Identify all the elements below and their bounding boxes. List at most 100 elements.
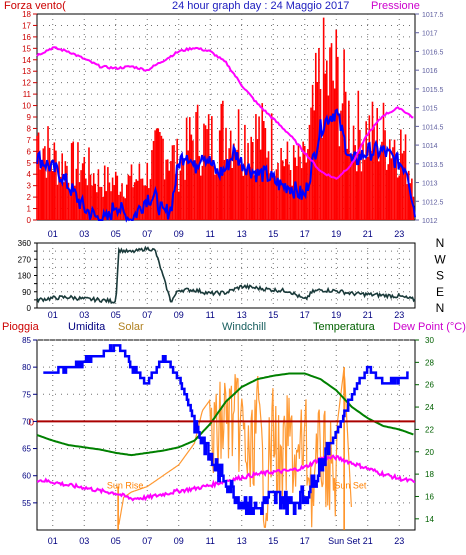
temperature-tick-label: 28 bbox=[425, 358, 434, 367]
direction-tick-label: 180 bbox=[18, 272, 32, 281]
pressure-axis-tick-label: 1013.5 bbox=[422, 162, 444, 169]
pressure-axis-tick-label: 1015 bbox=[422, 106, 438, 113]
hour-tick-label: 09 bbox=[174, 229, 184, 239]
direction-tick-label: 360 bbox=[18, 239, 32, 248]
wind-direction-grid bbox=[37, 243, 415, 308]
sunset-label: Sun Set bbox=[334, 481, 367, 491]
humidity-tick-label: 75 bbox=[22, 390, 31, 399]
wind-axis-tick-label: 0 bbox=[27, 216, 32, 225]
rain-zero-label: 0 bbox=[28, 417, 34, 428]
wind-axis-tick-label: 3 bbox=[27, 182, 32, 191]
pressure-axis-tick-label: 1014.5 bbox=[422, 124, 444, 131]
temperature-tick-label: 18 bbox=[425, 470, 434, 479]
hour-tick-label: 07 bbox=[142, 310, 152, 320]
hour-tick-label: 11 bbox=[206, 229, 215, 239]
hour-tick-label: 13 bbox=[237, 310, 247, 320]
compass-label: E bbox=[436, 285, 444, 299]
pressure-axis-title: Pressione bbox=[371, 0, 420, 12]
pressure-axis-tick-label: 1017 bbox=[422, 31, 438, 38]
hour-tick-label: 07 bbox=[142, 536, 152, 546]
wind-direction-line bbox=[36, 245, 416, 304]
wind-pressure-x-ticks: 01 03 05 07 09 11 13 15 17 19 21 23 bbox=[48, 229, 405, 239]
pressure-axis-tick-label: 1015.5 bbox=[422, 87, 444, 94]
humidity-tick-label: 80 bbox=[22, 363, 31, 372]
legend-temperature: Temperatura bbox=[313, 321, 376, 333]
wind-direction-x-ticks: 01 03 05 07 09 11 13 15 17 19 21 23 bbox=[48, 310, 405, 320]
pressure-axis-tick-label: 1012 bbox=[422, 218, 438, 225]
humidity-line bbox=[43, 344, 409, 515]
wind-direction-plot-area bbox=[36, 242, 416, 309]
wind-axis-tick-label: 18 bbox=[22, 10, 31, 19]
hour-tick-label: 01 bbox=[48, 310, 58, 320]
hour-tick-label: 05 bbox=[111, 310, 121, 320]
pressure-line bbox=[36, 46, 414, 180]
compass-label: W bbox=[434, 252, 446, 266]
hour-tick-label: 03 bbox=[79, 310, 89, 320]
wind-axis-tick-label: 11 bbox=[23, 90, 32, 99]
temperature-tick-label: 24 bbox=[425, 403, 434, 412]
compass-label: N bbox=[436, 301, 445, 315]
hour-tick-label: 05 bbox=[111, 536, 121, 546]
temperature-tick-label: 20 bbox=[425, 448, 434, 457]
humidity-tick-label: 85 bbox=[22, 336, 31, 345]
hour-tick-label: 21 bbox=[363, 310, 373, 320]
legend-rain: Pioggia bbox=[2, 321, 40, 333]
hour-tick-label: Sun Set bbox=[328, 536, 361, 546]
wind-axis-tick-label: 9 bbox=[27, 113, 32, 122]
wind-axis-tick-label: 15 bbox=[22, 44, 31, 53]
wind-axis-tick-label: 12 bbox=[22, 79, 31, 88]
hour-tick-label: 13 bbox=[237, 536, 247, 546]
wind-axis-tick-label: 5 bbox=[27, 159, 32, 168]
climate-x-ticks: 01 03 05 07 09 11 13 15 17 Sun Set 21 23 bbox=[48, 536, 405, 546]
temperature-tick-label: 22 bbox=[425, 425, 434, 434]
hour-tick-label: 05 bbox=[111, 229, 121, 239]
humidity-axis-ticks: 85 80 75 70 65 60 55 bbox=[22, 336, 37, 508]
wind-gust-bars bbox=[36, 17, 415, 220]
hour-tick-label: 11 bbox=[206, 310, 215, 320]
direction-tick-label: 270 bbox=[18, 255, 32, 264]
hour-tick-label: 17 bbox=[300, 536, 310, 546]
legend-humidity: Umidita bbox=[68, 321, 106, 333]
wind-axis-tick-label: 7 bbox=[27, 136, 32, 145]
hour-tick-label: 09 bbox=[174, 536, 184, 546]
hour-tick-label: 21 bbox=[363, 229, 373, 239]
hour-tick-label: 21 bbox=[363, 536, 373, 546]
hour-tick-label: 01 bbox=[48, 229, 58, 239]
wind-direction-degree-ticks: 360 270 180 90 0 bbox=[18, 239, 37, 313]
hour-tick-label: 23 bbox=[394, 536, 404, 546]
legend-solar: Solar bbox=[118, 321, 144, 333]
hour-tick-label: 13 bbox=[237, 229, 247, 239]
hour-tick-label: 19 bbox=[331, 310, 341, 320]
pressure-axis-tick-label: 1014 bbox=[422, 143, 438, 150]
wind-axis-tick-label: 17 bbox=[22, 21, 31, 30]
hour-tick-label: 23 bbox=[394, 229, 404, 239]
chart-title: 24 hour graph day : 24 Maggio 2017 bbox=[172, 0, 349, 12]
compass-label: S bbox=[436, 269, 444, 283]
pressure-axis-tick-label: 1012.5 bbox=[422, 199, 444, 206]
humidity-tick-label: 70 bbox=[22, 417, 31, 426]
legend-windchill: Windchill bbox=[222, 321, 266, 333]
windchill-line bbox=[36, 372, 414, 457]
humidity-tick-label: 60 bbox=[22, 472, 31, 481]
wind-axis-title: Forza vento( bbox=[4, 0, 66, 12]
humidity-tick-label: 65 bbox=[22, 445, 31, 454]
wind-axis-tick-label: 1 bbox=[27, 205, 32, 214]
direction-tick-label: 0 bbox=[27, 304, 32, 313]
hour-tick-label: 15 bbox=[268, 229, 278, 239]
hour-tick-label: 09 bbox=[174, 310, 184, 320]
hour-tick-label: 03 bbox=[79, 229, 89, 239]
pressure-axis-tick-label: 1017.5 bbox=[422, 12, 444, 19]
pressure-axis-tick-label: 1013 bbox=[422, 181, 438, 188]
hour-tick-label: 17 bbox=[300, 310, 310, 320]
wind-axis-tick-label: 4 bbox=[27, 170, 32, 179]
direction-tick-label: 90 bbox=[22, 288, 31, 297]
wind-axis-tick-label: 16 bbox=[22, 33, 31, 42]
hour-tick-label: 15 bbox=[268, 536, 278, 546]
wind-axis-tick-label: 8 bbox=[27, 124, 32, 133]
legend-dewpoint: Dew Point (°C) bbox=[393, 321, 466, 333]
hour-tick-label: 17 bbox=[300, 229, 310, 239]
wind-axis-tick-label: 6 bbox=[27, 147, 32, 156]
